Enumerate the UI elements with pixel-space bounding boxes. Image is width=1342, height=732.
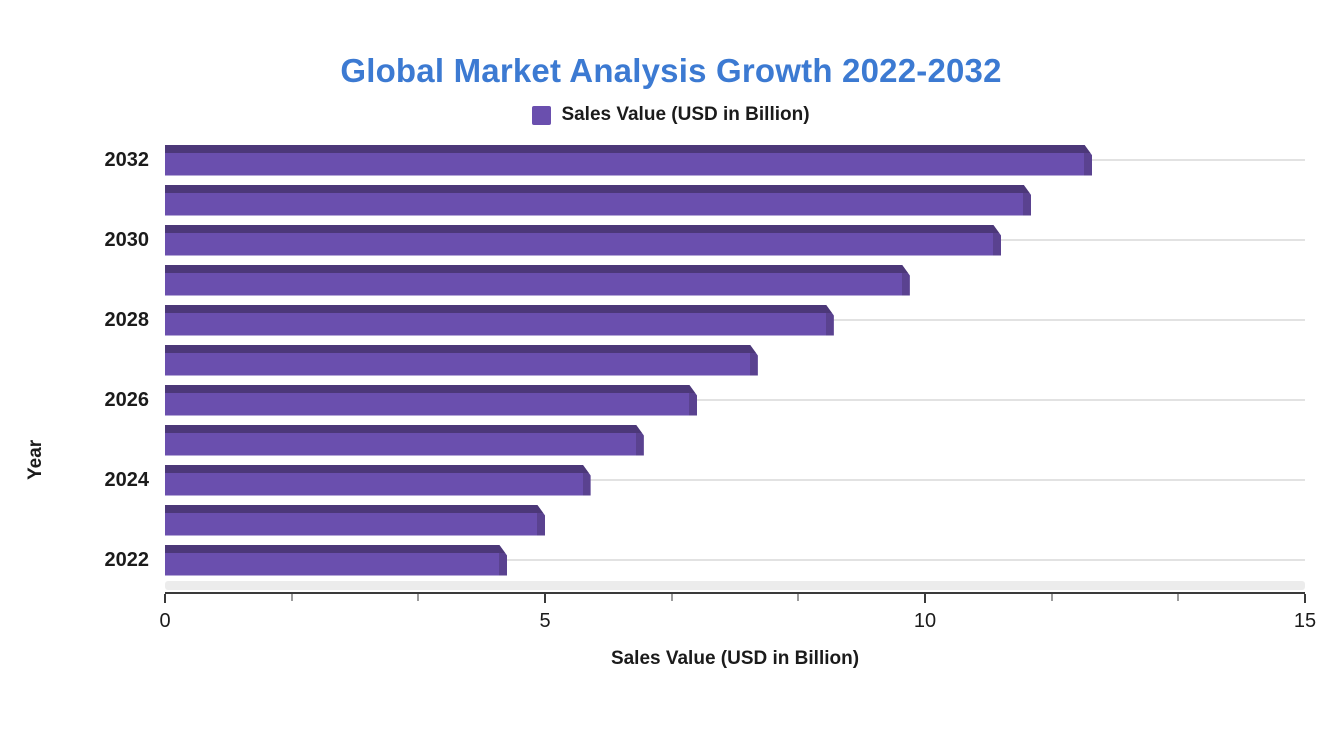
bar-row-2032 [165, 140, 1305, 180]
y-tick-label-2030: 2030 [104, 228, 150, 251]
bar-2025[interactable] [165, 425, 644, 456]
y-tick-label-2032: 2032 [104, 148, 150, 171]
baseline-shadow [165, 581, 1305, 590]
y-tick-label-2025 [60, 420, 149, 460]
x-tick-label-15: 15 [1293, 610, 1317, 632]
x-minor-tick [417, 594, 419, 601]
bar-row-2027 [165, 340, 1305, 380]
x-axis-tick-labels: 0 5 10 15 [159, 602, 1316, 638]
y-axis-title: Year [25, 439, 46, 481]
legend-label: Sales Value (USD in Billion) [561, 104, 810, 125]
y-tick-label-2026: 2026 [104, 388, 150, 411]
x-minor-tick [291, 594, 293, 601]
y-tick-label-2031 [60, 180, 149, 220]
x-major-tick [924, 594, 926, 603]
plot-area [165, 140, 1305, 580]
bar-2027[interactable] [165, 345, 758, 376]
x-major-tick [1304, 594, 1306, 603]
bar-row-2026 [165, 380, 1305, 420]
bar-2024[interactable] [165, 465, 591, 496]
legend-swatch-icon [532, 105, 552, 125]
bar-2028[interactable] [165, 305, 834, 336]
x-major-tick [164, 594, 166, 603]
y-tick-label-2023 [60, 500, 149, 540]
bar-row-2022 [165, 540, 1305, 580]
x-tick-label-10: 10 [913, 610, 937, 632]
y-axis-tick-labels: 2032 2030 2028 2026 2024 2022 [60, 140, 165, 670]
bar-2026[interactable] [165, 385, 697, 416]
x-minor-tick [797, 594, 799, 601]
gridline [165, 399, 1305, 401]
bar-row-2030 [165, 220, 1305, 260]
bar-2030[interactable] [165, 225, 1001, 256]
y-tick-label-2027 [60, 340, 149, 380]
bar-row-2025 [165, 420, 1305, 460]
bar-2023[interactable] [165, 505, 545, 536]
x-tick-label-5: 5 [539, 610, 551, 632]
bar-row-2031 [165, 180, 1305, 220]
gridline [165, 559, 1305, 561]
x-minor-tick [671, 594, 673, 601]
x-minor-tick [1177, 594, 1179, 601]
x-tick-label-0: 0 [159, 610, 171, 632]
y-tick-label-2029 [60, 260, 149, 300]
bar-row-2024 [165, 460, 1305, 500]
bar-2022[interactable] [165, 545, 507, 576]
gridline [165, 479, 1305, 481]
x-axis [164, 592, 1306, 603]
y-tick-label-2022: 2022 [104, 548, 150, 571]
bar-2032[interactable] [165, 145, 1092, 176]
x-minor-tick [1051, 594, 1053, 601]
y-tick-label-2024: 2024 [104, 468, 150, 491]
chart-body: Year 2032 2030 2028 2026 2024 2022 0 5 10 15 Sal… [12, 140, 1342, 670]
x-major-tick [544, 594, 546, 603]
bar-row-2029 [165, 260, 1305, 300]
chart-title: Global Market Analysis Growth 2022-2032 [340, 52, 1002, 89]
legend: Sales Value (USD in Billion) [0, 104, 1342, 126]
bar-2029[interactable] [165, 265, 910, 296]
x-axis-title: Sales Value (USD in Billion) [610, 648, 860, 669]
y-tick-label-2028: 2028 [104, 308, 150, 331]
bar-row-2023 [165, 500, 1305, 540]
bar-row-2028 [165, 300, 1305, 340]
bar-2031[interactable] [165, 185, 1031, 216]
plot-column: 0 5 10 15 Sales Value (USD in Billion) [159, 140, 1316, 670]
